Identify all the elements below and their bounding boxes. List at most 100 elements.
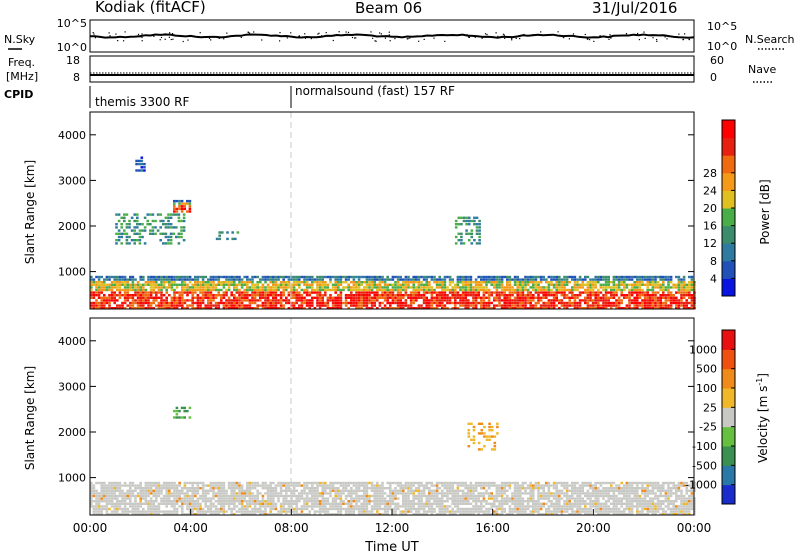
power-cell <box>165 275 168 279</box>
velocity-cell <box>303 502 306 505</box>
velocity-cell <box>573 481 577 485</box>
power-cell <box>498 283 501 286</box>
power-cell <box>116 275 119 279</box>
velocity-cell <box>360 505 363 508</box>
velocity-cell <box>116 507 119 511</box>
power-cell <box>443 283 447 286</box>
power-cell <box>641 294 644 297</box>
velocity-cell <box>329 492 332 495</box>
velocity-cell <box>454 497 457 500</box>
velocity-cell <box>589 507 592 511</box>
power-cell <box>417 296 421 299</box>
velocity-cell <box>90 487 93 490</box>
velocity-cell <box>126 489 129 492</box>
power-cell <box>282 299 285 302</box>
velocity-cell <box>420 505 423 508</box>
power-colorbar-tick: 12 <box>703 237 717 250</box>
velocity-cell <box>451 481 454 485</box>
power-cell <box>175 304 179 307</box>
velocity-cell <box>441 497 444 500</box>
velocity-cell <box>178 497 181 500</box>
velocity-cell <box>230 489 233 492</box>
power-cell <box>146 213 149 216</box>
power-cell <box>443 278 447 281</box>
nsearch-dot <box>644 37 646 39</box>
velocity-cell <box>222 494 226 498</box>
velocity-cell <box>329 513 332 516</box>
velocity-cell <box>313 492 317 495</box>
power-cell <box>177 232 181 235</box>
velocity-cell <box>500 489 504 492</box>
power-cell <box>162 294 166 297</box>
velocity-cell <box>121 502 124 505</box>
velocity-cell <box>493 500 496 503</box>
power-cell <box>537 281 540 284</box>
power-cell <box>305 301 309 305</box>
power-cell <box>212 294 215 297</box>
power-cell <box>147 294 150 297</box>
power-cell <box>352 281 356 284</box>
velocity-cell <box>526 502 530 505</box>
velocity-cell <box>279 484 283 487</box>
power-colorbar-tick: 16 <box>703 220 717 233</box>
power-cell <box>133 239 136 242</box>
power-cell <box>173 207 176 211</box>
velocity-cell <box>162 502 166 505</box>
velocity-cell <box>142 497 145 500</box>
power-cell <box>182 219 186 223</box>
power-cell <box>142 299 145 302</box>
power-cell <box>352 275 356 279</box>
power-cell <box>446 296 449 299</box>
velocity-cell <box>121 500 124 503</box>
power-cell <box>487 291 491 294</box>
power-cell <box>139 304 142 307</box>
power-cell <box>144 281 148 284</box>
power-cell <box>231 231 234 234</box>
velocity-cell <box>435 502 439 505</box>
velocity-cell <box>402 484 405 487</box>
power-cell <box>217 301 220 305</box>
velocity-cell <box>222 484 226 487</box>
power-cell <box>373 275 376 279</box>
velocity-cell <box>308 487 311 490</box>
power-cell <box>422 291 426 294</box>
velocity-cell <box>487 494 491 498</box>
power-cell <box>209 283 213 286</box>
velocity-cell <box>568 497 571 500</box>
velocity-cell <box>105 510 109 513</box>
velocity-cell <box>415 487 418 490</box>
velocity-cell <box>227 507 231 511</box>
power-cell <box>396 281 400 284</box>
power-cell <box>628 283 631 286</box>
power-cell <box>162 304 166 307</box>
velocity-cell <box>313 510 317 513</box>
power-cell <box>285 286 288 289</box>
velocity-cell <box>204 500 207 503</box>
power-cell <box>170 304 174 307</box>
power-cell <box>597 299 600 302</box>
power-cell <box>454 296 457 299</box>
velocity-cell <box>113 505 116 508</box>
power-cell <box>321 283 324 286</box>
power-cell <box>123 278 127 281</box>
power-cell <box>129 288 132 292</box>
velocity-cell <box>123 497 127 500</box>
velocity-cell <box>545 494 548 498</box>
power-cell <box>381 288 384 292</box>
velocity-cell <box>142 513 145 516</box>
power-cell <box>183 291 187 294</box>
velocity-cell <box>142 494 145 498</box>
power-cell <box>256 283 259 286</box>
power-cell <box>576 278 579 281</box>
power-cell <box>177 213 181 216</box>
power-cell <box>167 235 170 239</box>
power-cell <box>464 288 467 292</box>
power-cell <box>162 283 166 286</box>
velocity-cell <box>196 481 200 485</box>
power-cell <box>365 275 369 279</box>
velocity-cell <box>259 513 262 516</box>
power-cell <box>688 296 691 299</box>
power-cell <box>649 281 652 284</box>
velocity-cell <box>295 507 298 511</box>
power-cell <box>633 307 636 310</box>
